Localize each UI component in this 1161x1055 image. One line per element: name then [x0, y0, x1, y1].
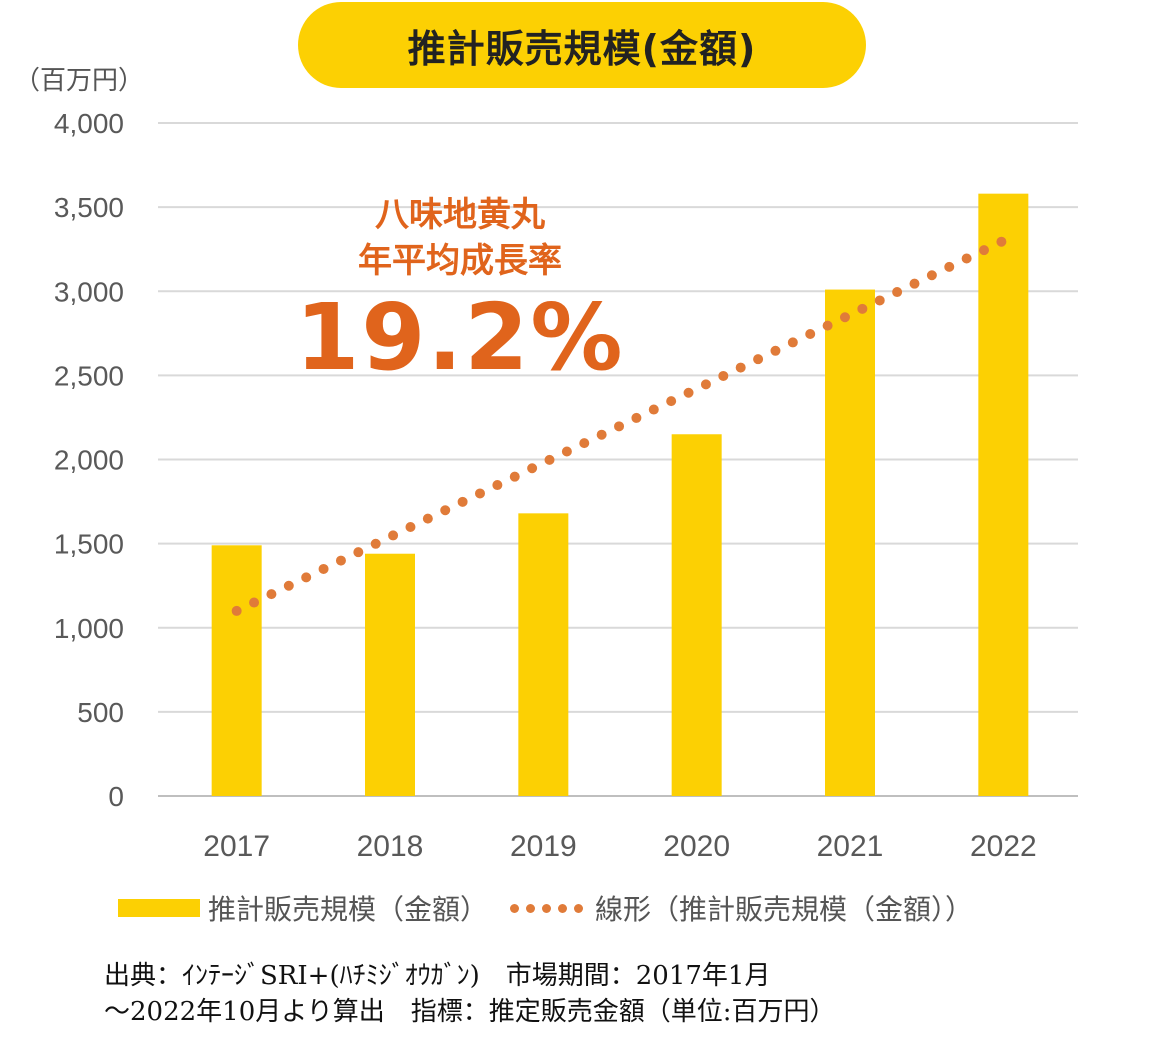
chart-title: 推計販売規模(金額): [407, 26, 757, 71]
growth-callout: 八味地黄丸 年平均成長率 19.2%: [290, 192, 630, 388]
chart-title-pill: 推計販売規模(金額): [298, 2, 866, 88]
y-tick-label: 2,500: [54, 360, 124, 391]
y-tick-label: 1,500: [54, 529, 124, 560]
bar: [211, 545, 262, 796]
chart-legend: 推計販売規模（金額） 線形（推計販売規模（金額））: [118, 888, 973, 928]
y-tick-label: 500: [77, 697, 124, 728]
y-tick-label: 0: [108, 781, 124, 812]
legend-bar-swatch: [118, 899, 200, 917]
legend-trend-label: 線形（推計販売規模（金額））: [595, 893, 974, 926]
x-tick-label: 2018: [357, 830, 424, 863]
callout-product-name: 八味地黄丸: [375, 195, 545, 235]
bar: [825, 289, 875, 796]
bar: [518, 513, 569, 796]
source-line-2: ～2022年10月より算出 指標：推定販売金額（単位:百万円）: [104, 997, 836, 1027]
bar-chart: 0 500 1,000 1,500 2,000 2,500 3,000 3,500 4,000 2…: [54, 108, 1078, 863]
bar: [365, 553, 415, 796]
x-tick-label: 2020: [663, 830, 730, 863]
y-tick-label: 1,000: [54, 613, 124, 644]
x-tick-label: 2022: [970, 830, 1037, 863]
trend-line: [231, 235, 1009, 616]
y-axis-unit-label: （百万円）: [14, 66, 145, 96]
callout-growth-label: 年平均成長率: [358, 241, 562, 281]
bar: [978, 193, 1029, 797]
callout-growth-value: 19.2%: [295, 284, 625, 391]
y-tick-label: 2,000: [54, 445, 124, 476]
y-tick-label: 3,000: [54, 276, 124, 307]
x-tick-label: 2019: [510, 830, 577, 863]
x-tick-label: 2017: [203, 830, 270, 863]
y-tick-label: 3,500: [54, 192, 124, 223]
legend-trend-swatch: [510, 903, 584, 913]
legend-bar-label: 推計販売規模（金額）: [208, 893, 489, 926]
y-tick-label: 4,000: [54, 108, 124, 139]
x-tick-label: 2021: [817, 830, 884, 863]
source-line-1: 出典：ｲﾝﾃｰｼﾞSRI+(ﾊﾁﾐｼﾞｵｳｶﾞﾝ) 市場期間：2017年1月: [104, 961, 771, 991]
source-note: 出典：ｲﾝﾃｰｼﾞSRI+(ﾊﾁﾐｼﾞｵｳｶﾞﾝ) 市場期間：2017年1月 ～…: [104, 958, 1104, 1030]
bar: [671, 434, 722, 796]
